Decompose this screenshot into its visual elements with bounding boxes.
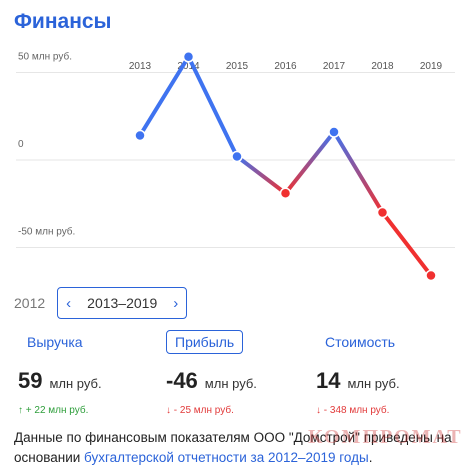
data-point bbox=[376, 206, 389, 219]
series-segment bbox=[138, 54, 191, 138]
data-point bbox=[328, 126, 340, 138]
period-range-label: 2013–2019 bbox=[87, 295, 158, 311]
data-point bbox=[134, 129, 146, 142]
source-note: Данные по финансовым показателям ООО "До… bbox=[14, 428, 454, 468]
tab-revenue[interactable]: Выручка bbox=[27, 334, 83, 350]
period-selector[interactable]: ‹ 2013–2019 › bbox=[57, 287, 188, 319]
y-tick-label: 50 млн руб. bbox=[18, 51, 72, 63]
finance-line-chart[interactable]: 50 млн руб. 0 -50 млн руб. 2013 2014 2015 2016… bbox=[0, 0, 471, 280]
cost-value: 14 bbox=[316, 368, 341, 393]
source-note-text: Данные по финансовым показателям ООО "До… bbox=[14, 430, 452, 465]
data-point bbox=[279, 187, 292, 199]
accounting-report-link[interactable]: бухгалтерской отчетности за 2012–2019 го… bbox=[84, 450, 369, 465]
watermark-logo: КОМПРОМАТ bbox=[308, 426, 463, 448]
series-segment bbox=[235, 154, 288, 196]
series-segment bbox=[332, 130, 385, 215]
profit-unit: млн руб. bbox=[204, 376, 257, 391]
x-tick-label: 2014 bbox=[177, 61, 200, 72]
x-tick-label: 2013 bbox=[129, 61, 152, 72]
y-tick-label: 0 bbox=[18, 139, 24, 150]
section-title: Финансы bbox=[14, 10, 112, 33]
series-segment bbox=[283, 130, 336, 196]
metric-cost: Стоимость 14 млн руб. ↓ - 348 млн руб. bbox=[316, 330, 404, 416]
revenue-delta: ↑ + 22 млн руб. bbox=[18, 405, 89, 416]
x-tick-label: 2016 bbox=[274, 61, 297, 72]
chevron-right-icon[interactable]: › bbox=[173, 294, 179, 312]
metric-profit: Прибыль -46 млн руб. ↓ - 25 млн руб. bbox=[166, 330, 257, 416]
x-tick-label: 2019 bbox=[420, 61, 443, 72]
period-selector-row: 2012 ‹ 2013–2019 › bbox=[14, 287, 188, 319]
source-note-end: . bbox=[368, 450, 373, 465]
series-segment bbox=[186, 54, 239, 159]
metric-revenue: Выручка 59 млн руб. ↑ + 22 млн руб. bbox=[18, 330, 102, 416]
profit-value: -46 bbox=[166, 368, 198, 393]
profit-delta: ↓ - 25 млн руб. bbox=[166, 405, 234, 416]
revenue-value: 59 bbox=[18, 368, 43, 393]
x-tick-label: 2015 bbox=[226, 61, 249, 72]
x-tick-label: 2017 bbox=[323, 61, 346, 72]
x-tick-label: 2018 bbox=[371, 61, 394, 72]
chevron-left-icon[interactable]: ‹ bbox=[66, 294, 72, 312]
data-point bbox=[182, 51, 195, 63]
y-tick-label: -50 млн руб. bbox=[18, 226, 75, 238]
series-segment bbox=[380, 210, 433, 278]
tab-profit[interactable]: Прибыль bbox=[166, 330, 244, 354]
revenue-unit: млн руб. bbox=[49, 376, 102, 391]
tab-cost[interactable]: Стоимость bbox=[325, 334, 396, 350]
data-point bbox=[425, 269, 437, 280]
previous-year-link[interactable]: 2012 bbox=[14, 295, 46, 311]
cost-delta: ↓ - 348 млн руб. bbox=[316, 405, 390, 416]
cost-unit: млн руб. bbox=[347, 376, 400, 391]
data-point bbox=[231, 150, 243, 163]
